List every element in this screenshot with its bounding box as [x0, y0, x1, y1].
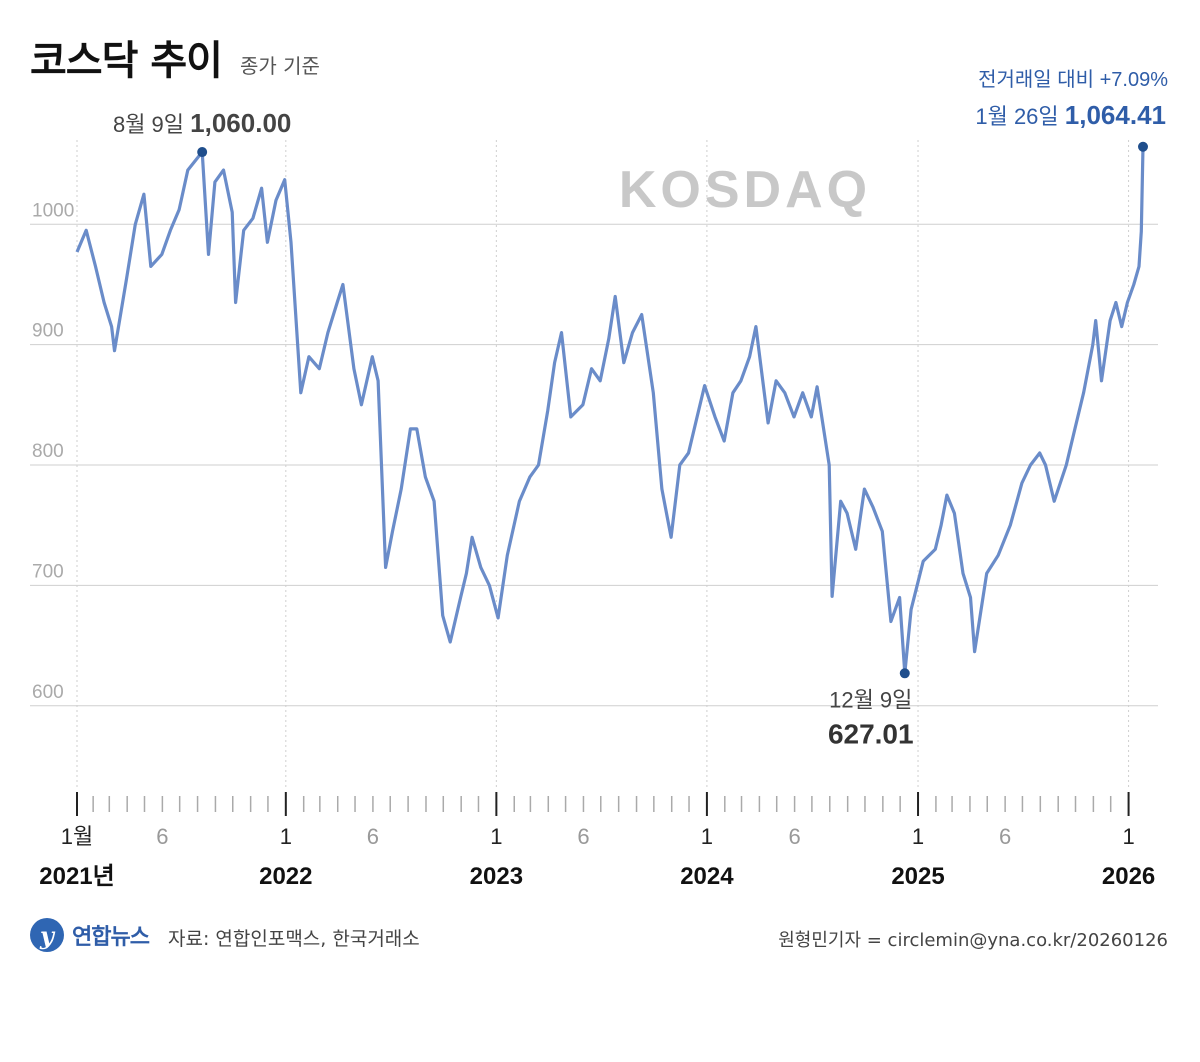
- trough-value: 627.01: [828, 718, 914, 749]
- x-tick-label: 1: [701, 824, 713, 849]
- x-tick-label: 1: [280, 824, 292, 849]
- yonhap-logo-icon: y: [30, 918, 64, 952]
- peak-label: 8월 9일 1,060.00: [113, 108, 291, 138]
- x-tick-label: 1월: [61, 824, 93, 849]
- x-tick-label: 6: [999, 824, 1011, 849]
- peak-value: 1,060.00: [190, 108, 291, 138]
- x-year-label: 2022: [259, 863, 312, 890]
- x-year-label: 2024: [680, 863, 734, 890]
- trough-date: 12월 9일: [829, 687, 912, 712]
- y-tick-label: 600: [32, 682, 64, 703]
- x-tick-label: 6: [788, 824, 800, 849]
- y-tick-label: 1000: [32, 200, 74, 221]
- x-tick-label: 6: [156, 824, 168, 849]
- x-tick-label: 1: [490, 824, 502, 849]
- latest-change-note: 전거래일 대비 +7.09%: [978, 68, 1168, 91]
- trough-marker: [899, 668, 910, 679]
- latest-marker: [1138, 141, 1148, 152]
- peak-date: 8월 9일: [113, 112, 190, 137]
- latest-date: 1월 26일: [975, 104, 1064, 129]
- source-text: 자료: 연합인포맥스, 한국거래소: [168, 928, 420, 950]
- x-tick-label: 1: [912, 824, 924, 849]
- latest-value: 1,064.41: [1065, 100, 1166, 130]
- page-subtitle: 종가 기준: [240, 54, 320, 78]
- kosdaq-series-line: [75, 146, 1145, 675]
- x-year-label: 2021년: [39, 863, 114, 890]
- y-tick-label: 800: [32, 441, 64, 462]
- y-tick-label: 700: [32, 561, 64, 582]
- yonhap-logo: y 연합뉴스: [30, 918, 150, 952]
- y-tick-label: 900: [32, 321, 64, 342]
- x-year-label: 2026: [1102, 863, 1155, 890]
- kosdaq-watermark: KOSDAQ: [619, 161, 871, 219]
- page-title: 코스닥 추이: [30, 38, 223, 84]
- latest-label: 1월 26일 1,064.41: [975, 100, 1166, 130]
- x-tick-label: 6: [367, 824, 379, 849]
- x-tick-label: 1: [1122, 824, 1134, 849]
- logo-text: 연합뉴스: [72, 925, 150, 950]
- x-year-label: 2025: [891, 863, 944, 890]
- x-tick-label: 6: [577, 824, 589, 849]
- peak-marker: [197, 147, 208, 158]
- x-year-label: 2023: [470, 863, 523, 890]
- reporter-credit: 원형민기자 = circlemin@yna.co.kr/20260126: [778, 930, 1168, 951]
